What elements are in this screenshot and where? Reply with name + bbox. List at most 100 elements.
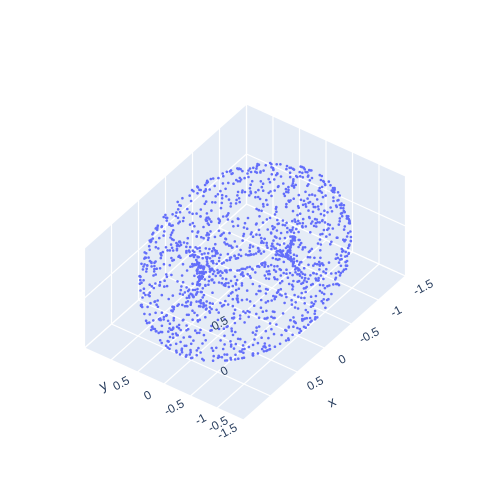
data-point [153,265,156,268]
data-point [227,303,230,306]
data-point [195,212,198,215]
data-point [152,327,155,330]
data-point [149,302,152,305]
data-point [182,336,185,339]
data-point [321,220,324,223]
data-point [314,194,317,197]
data-point [202,237,205,240]
data-point [281,250,284,253]
data-point [187,300,190,303]
data-point [294,301,297,304]
data-point [148,321,151,324]
data-point [166,217,169,220]
data-point [150,329,153,332]
data-point [234,354,237,357]
data-point [193,312,196,315]
data-point [339,217,342,220]
data-point [322,270,325,273]
data-point [280,274,283,277]
data-point [221,202,224,205]
data-point [217,355,220,358]
data-point [211,250,214,253]
data-point [232,334,235,337]
data-point [309,231,312,234]
data-point [292,325,295,328]
data-point [199,283,202,286]
data-point [182,293,185,296]
data-point [205,182,208,185]
data-point [245,253,248,256]
data-point [218,260,221,263]
data-point [211,279,214,282]
data-point [219,190,222,193]
data-point [272,239,275,242]
data-point [205,307,208,310]
data-point [298,263,301,266]
data-point [276,265,279,268]
data-point [271,242,274,245]
data-point [275,323,278,326]
data-point [289,319,292,322]
data-point [340,204,343,207]
data-point [310,319,313,322]
data-point [273,311,276,314]
data-point [200,291,203,294]
data-point [191,213,194,216]
data-point [262,189,265,192]
data-point [195,300,198,303]
data-point [204,203,207,206]
data-point [314,310,317,313]
data-point [303,267,306,270]
data-point [206,264,209,267]
data-point [338,284,341,287]
data-point [312,203,315,206]
data-point [270,231,273,234]
data-point [273,226,276,229]
x-tick-label: -1.5 [411,276,436,298]
data-point [247,217,250,220]
data-point [199,215,202,218]
data-point [252,331,255,334]
data-point [293,186,296,189]
data-point [296,260,299,263]
data-point [170,224,173,227]
data-point [293,257,296,260]
data-point [323,209,326,212]
data-point [179,329,182,332]
data-point [287,191,290,194]
data-point [239,177,242,180]
data-point [239,180,242,183]
data-point [204,339,207,342]
data-point [171,333,174,336]
data-point [310,284,313,287]
data-point [202,195,205,198]
data-point [150,240,153,243]
data-point [186,242,189,245]
data-point [337,271,340,274]
data-point [194,329,197,332]
data-point [280,294,283,297]
data-point [239,249,242,252]
data-point [285,222,288,225]
data-point [265,244,268,247]
data-point [272,169,275,172]
data-point [204,316,207,319]
data-point [241,357,244,360]
data-point [210,209,213,212]
data-point [221,197,224,200]
data-point [142,279,145,282]
data-point [291,334,294,337]
data-point [278,244,281,247]
data-point [270,166,273,169]
data-point [314,206,317,209]
data-point [292,285,295,288]
data-point [309,256,312,259]
data-point [300,292,303,295]
data-point [158,284,161,287]
data-point [139,275,142,278]
data-point [229,170,232,173]
data-point [153,287,156,290]
data-point [199,351,202,354]
data-point [238,287,241,290]
